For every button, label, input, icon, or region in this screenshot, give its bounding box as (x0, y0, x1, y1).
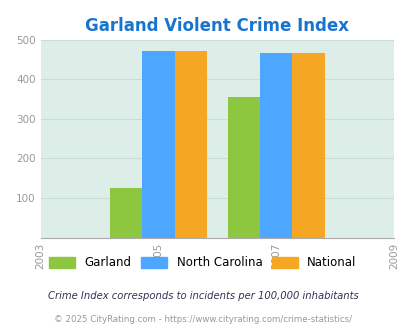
Bar (142, 51, 174, 238)
Title: Garland Violent Crime Index: Garland Violent Crime Index (85, 17, 348, 35)
Bar (109, 188, 142, 238)
Bar (227, 97, 259, 238)
Bar (174, 51, 207, 238)
Bar (259, 53, 292, 238)
Text: © 2025 CityRating.com - https://www.cityrating.com/crime-statistics/: © 2025 CityRating.com - https://www.city… (54, 315, 351, 324)
Legend: Garland, North Carolina, National: Garland, North Carolina, National (45, 252, 360, 274)
Bar (292, 53, 324, 238)
Text: Crime Index corresponds to incidents per 100,000 inhabitants: Crime Index corresponds to incidents per… (47, 291, 358, 301)
